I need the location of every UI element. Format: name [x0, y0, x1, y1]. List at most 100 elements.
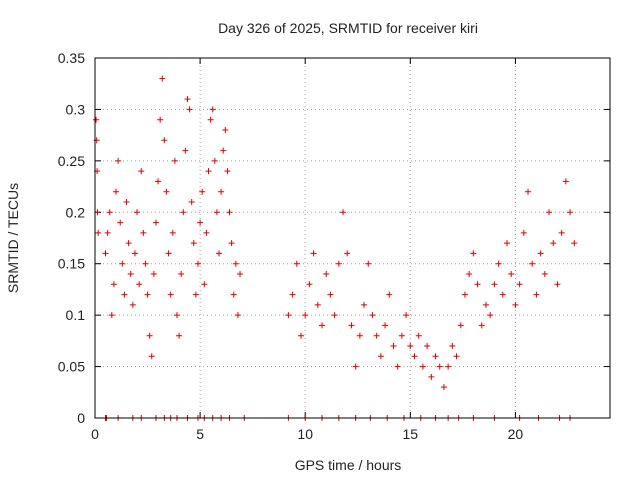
data-point [161, 137, 168, 144]
data-point [491, 281, 498, 288]
data-point [369, 312, 376, 319]
data-point [377, 353, 384, 360]
x-tick-label: 20 [508, 426, 524, 442]
data-point [142, 260, 149, 267]
data-point [440, 384, 447, 391]
data-point [155, 178, 162, 185]
data-point [173, 312, 180, 319]
data-point [228, 240, 235, 247]
data-point [508, 271, 515, 277]
data-point [394, 363, 401, 370]
data-point [504, 240, 510, 247]
data-point [201, 281, 208, 288]
data-point [432, 353, 439, 360]
data-point [222, 127, 229, 133]
data-point [331, 312, 338, 319]
data-point [169, 229, 176, 236]
data-point [93, 116, 100, 123]
data-point [180, 209, 187, 216]
data-point [356, 332, 363, 339]
data-point [449, 343, 456, 349]
data-point [335, 260, 342, 267]
data-point [144, 291, 151, 298]
data-point [237, 271, 244, 277]
data-point [220, 147, 227, 154]
data-point [340, 209, 347, 216]
data-point [165, 250, 172, 257]
data-point [119, 260, 126, 267]
data-point [150, 271, 157, 277]
data-point [104, 229, 111, 236]
data-point [216, 250, 223, 257]
data-points [93, 75, 578, 421]
data-point [571, 240, 578, 247]
data-point [148, 353, 155, 360]
data-point [457, 322, 464, 329]
data-point [234, 312, 241, 319]
data-point [192, 291, 199, 298]
data-point [289, 291, 296, 298]
data-point [110, 281, 117, 288]
data-point [323, 271, 330, 277]
data-point [171, 157, 178, 164]
data-point [125, 240, 132, 247]
data-point [398, 332, 405, 339]
data-point [213, 209, 220, 216]
x-tick-label: 10 [297, 426, 313, 442]
data-point [373, 332, 380, 339]
data-point [537, 250, 544, 257]
y-axis-label: SRMTID / TECUs [5, 183, 21, 293]
data-point [499, 291, 506, 298]
data-point [529, 260, 536, 267]
data-point [453, 353, 460, 360]
data-point [207, 116, 214, 123]
data-point [525, 188, 532, 195]
data-point [567, 209, 574, 216]
data-point [182, 147, 189, 154]
data-point [178, 271, 185, 277]
data-point [554, 281, 561, 288]
data-point [495, 260, 502, 267]
data-point [466, 271, 473, 277]
data-point [361, 301, 368, 308]
data-point [197, 219, 204, 226]
plot-frame [94, 57, 611, 419]
data-point [106, 209, 113, 216]
data-point [199, 188, 206, 195]
data-point [159, 75, 166, 82]
y-tick-label: 0 [77, 410, 85, 426]
data-point [436, 363, 443, 370]
data-point [176, 332, 183, 339]
x-axis-label: GPS time / hours [295, 457, 402, 473]
data-point [190, 240, 197, 247]
data-point [157, 116, 164, 123]
data-point [390, 343, 397, 349]
data-point [461, 291, 468, 298]
data-point [478, 322, 485, 329]
data-point [533, 291, 540, 298]
data-point [138, 168, 145, 175]
data-point [184, 96, 191, 103]
data-point [298, 332, 304, 339]
data-point [195, 260, 201, 267]
data-point [293, 260, 300, 267]
data-point [224, 168, 231, 175]
y-tick-label: 0.35 [58, 50, 85, 66]
data-point [117, 219, 124, 226]
data-point [327, 291, 334, 298]
data-point [127, 271, 134, 277]
data-point [218, 188, 225, 195]
data-point [134, 209, 141, 216]
data-point [382, 322, 389, 329]
data-point [415, 332, 422, 339]
data-point [365, 260, 372, 267]
grid [95, 58, 610, 418]
data-point [520, 229, 527, 236]
data-point [95, 229, 102, 236]
data-point [386, 291, 393, 298]
data-point [407, 343, 414, 349]
data-point [470, 250, 477, 257]
data-point [209, 106, 216, 113]
data-point [129, 301, 136, 308]
data-point [230, 291, 237, 298]
